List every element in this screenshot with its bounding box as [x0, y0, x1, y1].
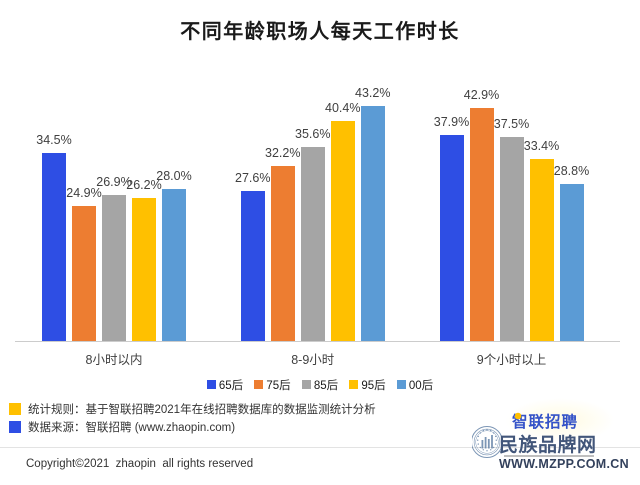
svg-text:民族品牌网: 民族品牌网 [499, 433, 597, 456]
svg-text:WWW.MZPP.COM.CN: WWW.MZPP.COM.CN [499, 457, 629, 470]
svg-text:智联招聘: 智联招聘 [512, 412, 578, 431]
